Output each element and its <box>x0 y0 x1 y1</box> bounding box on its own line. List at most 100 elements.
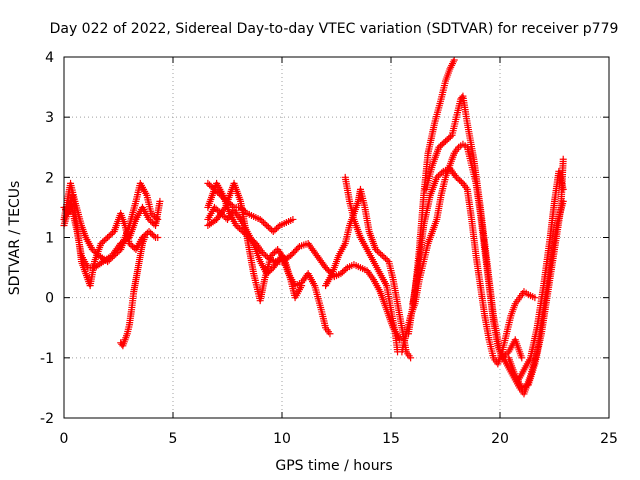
x-tick-label: 25 <box>600 431 618 447</box>
data-point <box>264 223 272 231</box>
data-point <box>105 232 113 240</box>
data-point <box>446 133 454 141</box>
data-point <box>338 268 346 276</box>
data-point <box>298 282 306 290</box>
data-point <box>378 252 386 260</box>
data-point <box>258 217 266 225</box>
data-point <box>99 238 107 246</box>
data-point <box>407 354 415 362</box>
data-point <box>206 181 214 189</box>
data-point <box>326 330 334 338</box>
data-point <box>234 223 242 231</box>
data-point <box>263 221 271 229</box>
data-point <box>373 247 381 255</box>
data-point <box>294 244 302 252</box>
data-point <box>129 243 137 251</box>
data-point <box>127 241 135 249</box>
grid <box>64 57 609 418</box>
data-point <box>227 200 235 208</box>
y-axis-label: SDTVAR / TECUs <box>7 181 23 296</box>
data-point <box>109 229 117 237</box>
data-point <box>450 56 458 64</box>
series-track-j <box>341 173 402 356</box>
series-track-p <box>513 167 567 386</box>
data-point <box>457 178 465 186</box>
data-point <box>210 203 218 211</box>
data-point <box>100 237 108 245</box>
data-point <box>375 249 383 257</box>
data-point <box>380 253 388 261</box>
data-point <box>377 250 385 258</box>
data-point <box>438 140 446 148</box>
data-point <box>204 179 212 187</box>
y-tick-label: 3 <box>45 110 54 126</box>
data-point <box>445 134 453 142</box>
data-point <box>271 226 279 234</box>
data-point <box>148 218 156 226</box>
data-point <box>438 169 446 177</box>
data-point <box>150 232 158 240</box>
x-tick-label: 5 <box>169 431 178 447</box>
data-point <box>148 230 156 238</box>
data-point <box>342 265 350 273</box>
data-point <box>107 230 115 238</box>
data-point <box>273 224 281 232</box>
data-point <box>261 220 269 228</box>
series-track-m <box>409 164 539 368</box>
x-tick-label: 20 <box>491 431 509 447</box>
data-point <box>145 215 153 223</box>
data-point <box>434 172 442 180</box>
data-point <box>104 234 112 241</box>
y-tick-label: 1 <box>45 231 54 247</box>
data-point <box>437 142 445 150</box>
data-point <box>442 137 449 145</box>
data-point <box>141 234 149 241</box>
data-point <box>436 170 444 178</box>
data-point <box>232 221 240 229</box>
data-point <box>383 256 391 264</box>
data-point <box>235 224 243 232</box>
data-point <box>454 175 462 183</box>
x-axis-label: GPS time / hours <box>275 458 392 474</box>
data-point <box>518 354 526 362</box>
data-point <box>396 336 404 344</box>
data-point <box>259 218 267 226</box>
data-point <box>212 205 220 213</box>
data-point <box>269 227 277 235</box>
data-point <box>337 270 345 278</box>
y-tick-label: -1 <box>40 351 54 367</box>
data-point <box>125 240 133 248</box>
data-points <box>60 56 567 398</box>
chart-title: Day 022 of 2022, Sidereal Day-to-day VTE… <box>50 21 619 37</box>
data-point <box>258 249 266 257</box>
data-point <box>256 215 264 223</box>
x-tick-label: 0 <box>60 431 69 447</box>
y-tick-label: 4 <box>45 50 54 66</box>
series-track-c <box>60 197 164 272</box>
data-point <box>145 227 153 235</box>
axes: 0 5 10 15 20 25 -2 -1 0 1 2 3 4 <box>40 50 618 447</box>
data-point <box>340 267 348 275</box>
data-point <box>156 197 164 205</box>
series-track-d <box>117 234 149 350</box>
data-point <box>88 246 96 254</box>
data-point <box>220 205 228 213</box>
series-track-h <box>204 179 306 305</box>
data-point <box>456 176 464 184</box>
y-tick-label: 0 <box>45 291 54 307</box>
data-point <box>289 215 297 223</box>
data-point <box>97 240 105 248</box>
data-point <box>443 136 451 144</box>
data-point <box>207 182 215 190</box>
y-tick-label: 2 <box>45 170 54 186</box>
data-point <box>382 255 390 263</box>
data-point <box>267 252 275 260</box>
series-track-n <box>422 92 567 398</box>
data-point <box>260 250 268 258</box>
y-tick-label: -2 <box>40 411 54 427</box>
x-tick-label: 15 <box>382 431 400 447</box>
data-point <box>274 223 282 231</box>
data-point <box>372 246 380 254</box>
